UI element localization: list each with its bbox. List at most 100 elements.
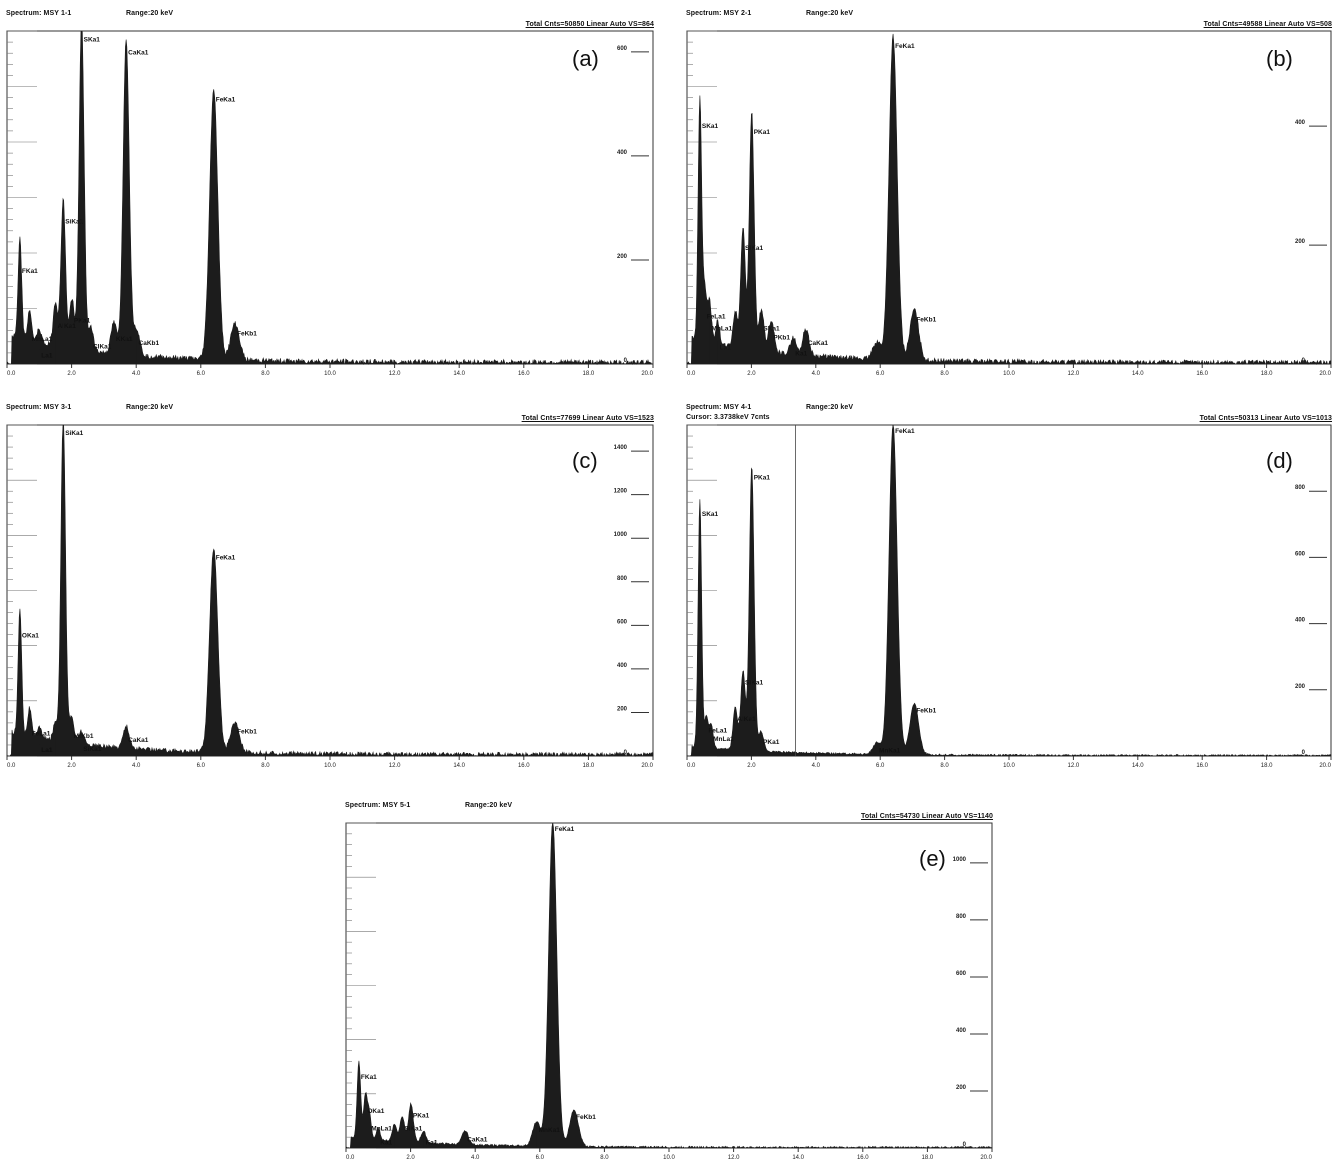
x-tick-label: 8.0 xyxy=(600,1155,609,1161)
x-tick-label: 20.0 xyxy=(1319,763,1331,769)
x-tick-label: 2.0 xyxy=(67,371,76,377)
peak-label: PKa1 xyxy=(754,129,771,136)
peak-label: MnKa1 xyxy=(879,747,901,754)
peak-label: La1 xyxy=(41,747,53,754)
plot-frame xyxy=(6,30,654,365)
x-tick-label: 4.0 xyxy=(132,371,141,377)
spectrum-panel-b: Spectrum: MSY 2-1 Range:20 keV Total Cnt… xyxy=(686,10,1332,378)
x-tick-label: 0.0 xyxy=(346,1155,355,1161)
range-label: Range:20 keV xyxy=(126,404,174,411)
x-tick-label: 6.0 xyxy=(876,371,885,377)
y-tick-label: 800 xyxy=(956,914,967,920)
peak-label: SKa1 xyxy=(84,37,101,44)
x-tick-label: 0.0 xyxy=(687,371,696,377)
y-tick-label: 400 xyxy=(1295,120,1306,126)
peak-label: CaKa1 xyxy=(808,340,829,347)
x-tick-label: 20.0 xyxy=(641,763,653,769)
x-tick-label: 8.0 xyxy=(261,371,270,377)
peak-label: MnKa1 xyxy=(539,1127,561,1134)
peak-label: La1 xyxy=(41,352,53,359)
peak-label: PKb1 xyxy=(773,334,790,341)
x-tick-label: 18.0 xyxy=(1261,371,1273,377)
peak-label: SiKa1 xyxy=(745,245,763,252)
peak-label: FeKa1 xyxy=(216,554,236,561)
x-tick-label: 4.0 xyxy=(812,371,821,377)
total-counts: Total Cnts=50313 Linear Auto VS=1013 xyxy=(1199,415,1332,422)
x-tick-label: 16.0 xyxy=(518,371,530,377)
peak-label: FeKb1 xyxy=(576,1114,596,1121)
x-tick-label: 16.0 xyxy=(518,763,530,769)
spectrum-name: Spectrum: MSY 2-1 xyxy=(686,10,752,17)
peak-label: MnLa1 xyxy=(712,325,733,332)
y-tick-label: 1400 xyxy=(614,445,628,451)
peak-label: FeKb1 xyxy=(237,729,257,736)
peak-label: SKa1 xyxy=(702,123,719,130)
x-tick-label: 16.0 xyxy=(1196,371,1208,377)
x-tick-label: 8.0 xyxy=(261,763,270,769)
y-tick-label: 800 xyxy=(1295,485,1306,491)
peak-label: OKa1 xyxy=(22,633,39,640)
spectrum-name: Spectrum: MSY 1-1 xyxy=(6,10,72,17)
peak-label: FeKa1 xyxy=(895,428,915,435)
x-tick-label: 2.0 xyxy=(67,763,76,769)
peak-label: FeKa1 xyxy=(216,96,236,103)
x-tick-label: 0.0 xyxy=(7,763,16,769)
spectrum-panel-a: Spectrum: MSY 1-1 Range:20 keV Total Cnt… xyxy=(6,10,654,378)
x-tick-label: 4.0 xyxy=(812,763,821,769)
spectrum-plot: 0 200 400 600 800 1000 0.0 2.0 4.0 6.0 8.0 10.0 12.0… xyxy=(345,822,993,1161)
x-tick-label: 6.0 xyxy=(536,1155,545,1161)
cursor-readout: Cursor: 3.3738keV 7cnts xyxy=(686,414,770,421)
total-counts: Total Cnts=54730 Linear Auto VS=1140 xyxy=(861,813,993,820)
x-tick-label: 8.0 xyxy=(940,763,949,769)
total-counts: Total Cnts=77699 Linear Auto VS=1523 xyxy=(521,415,654,422)
peak-label: KKa1 xyxy=(116,336,133,343)
x-tick-label: 10.0 xyxy=(663,1155,675,1161)
y-tick-label: 200 xyxy=(617,254,628,260)
x-tick-label: 0.0 xyxy=(687,763,696,769)
x-tick-label: 4.0 xyxy=(471,1155,480,1161)
peak-label: SiKa1 xyxy=(83,746,101,753)
range-label: Range:20 keV xyxy=(806,404,854,411)
spectrum-name: Spectrum: MSY 3-1 xyxy=(6,404,72,411)
y-tick-label: 600 xyxy=(617,46,628,52)
x-tick-label: 20.0 xyxy=(980,1155,992,1161)
peak-label: Ka1 xyxy=(426,1140,438,1147)
panel-label: (e) xyxy=(919,846,946,871)
y-tick-label: 200 xyxy=(1295,239,1306,245)
peak-label: FeKb1 xyxy=(916,316,936,323)
x-tick-label: 4.0 xyxy=(132,763,141,769)
peak-label: FeKb1 xyxy=(916,708,936,715)
peak-label: CaKa1 xyxy=(467,1137,488,1144)
peak-label: AlKa1 xyxy=(737,716,756,723)
y-tick-label: 600 xyxy=(956,971,967,977)
total-counts: Total Cnts=49588 Linear Auto VS=508 xyxy=(1203,21,1332,28)
peak-label: SiKa1 xyxy=(65,430,83,437)
peak-label: MfKb1 xyxy=(74,733,94,740)
y-tick-label: 200 xyxy=(617,706,628,712)
spectrum-plot: 0 200 400 600 0.0 2.0 4.0 6.0 8.0 10.0 12.0 14.0 16.… xyxy=(6,30,654,377)
x-tick-label: 2.0 xyxy=(747,371,756,377)
spectrum-area xyxy=(6,424,654,758)
y-tick-label: 400 xyxy=(956,1028,967,1034)
spectrum-plot: 0 200 400 0.0 2.0 4.0 6.0 8.0 10.0 12.0 14.0 16.0 18… xyxy=(686,30,1332,377)
plot-frame xyxy=(686,30,1332,365)
panel-label: (a) xyxy=(572,46,599,71)
peak-label: CaKa1 xyxy=(128,737,149,744)
y-tick-label: 200 xyxy=(1295,684,1306,690)
peak-label: FeLa1 xyxy=(708,728,727,735)
x-tick-label: 2.0 xyxy=(747,763,756,769)
y-tick-label: 400 xyxy=(1295,618,1306,624)
peak-label: SiKa1 xyxy=(745,680,763,687)
spectrum-panel-d: Spectrum: MSY 4-1 Range:20 keV Cursor: 3… xyxy=(686,404,1332,770)
peak-label: PKa1 xyxy=(763,739,780,746)
y-tick-label: 0 xyxy=(963,1142,967,1148)
x-tick-label: 18.0 xyxy=(922,1155,934,1161)
peak-label: FeLa1 xyxy=(32,731,51,738)
x-tick-label: 14.0 xyxy=(792,1155,804,1161)
y-tick-label: 1200 xyxy=(614,489,628,495)
x-tick-label: 14.0 xyxy=(453,371,465,377)
peak-label: OKa1 xyxy=(367,1108,384,1115)
y-tick-label: 600 xyxy=(617,619,628,625)
y-tick-label: 600 xyxy=(1295,551,1306,557)
x-tick-label: 18.0 xyxy=(1261,763,1273,769)
